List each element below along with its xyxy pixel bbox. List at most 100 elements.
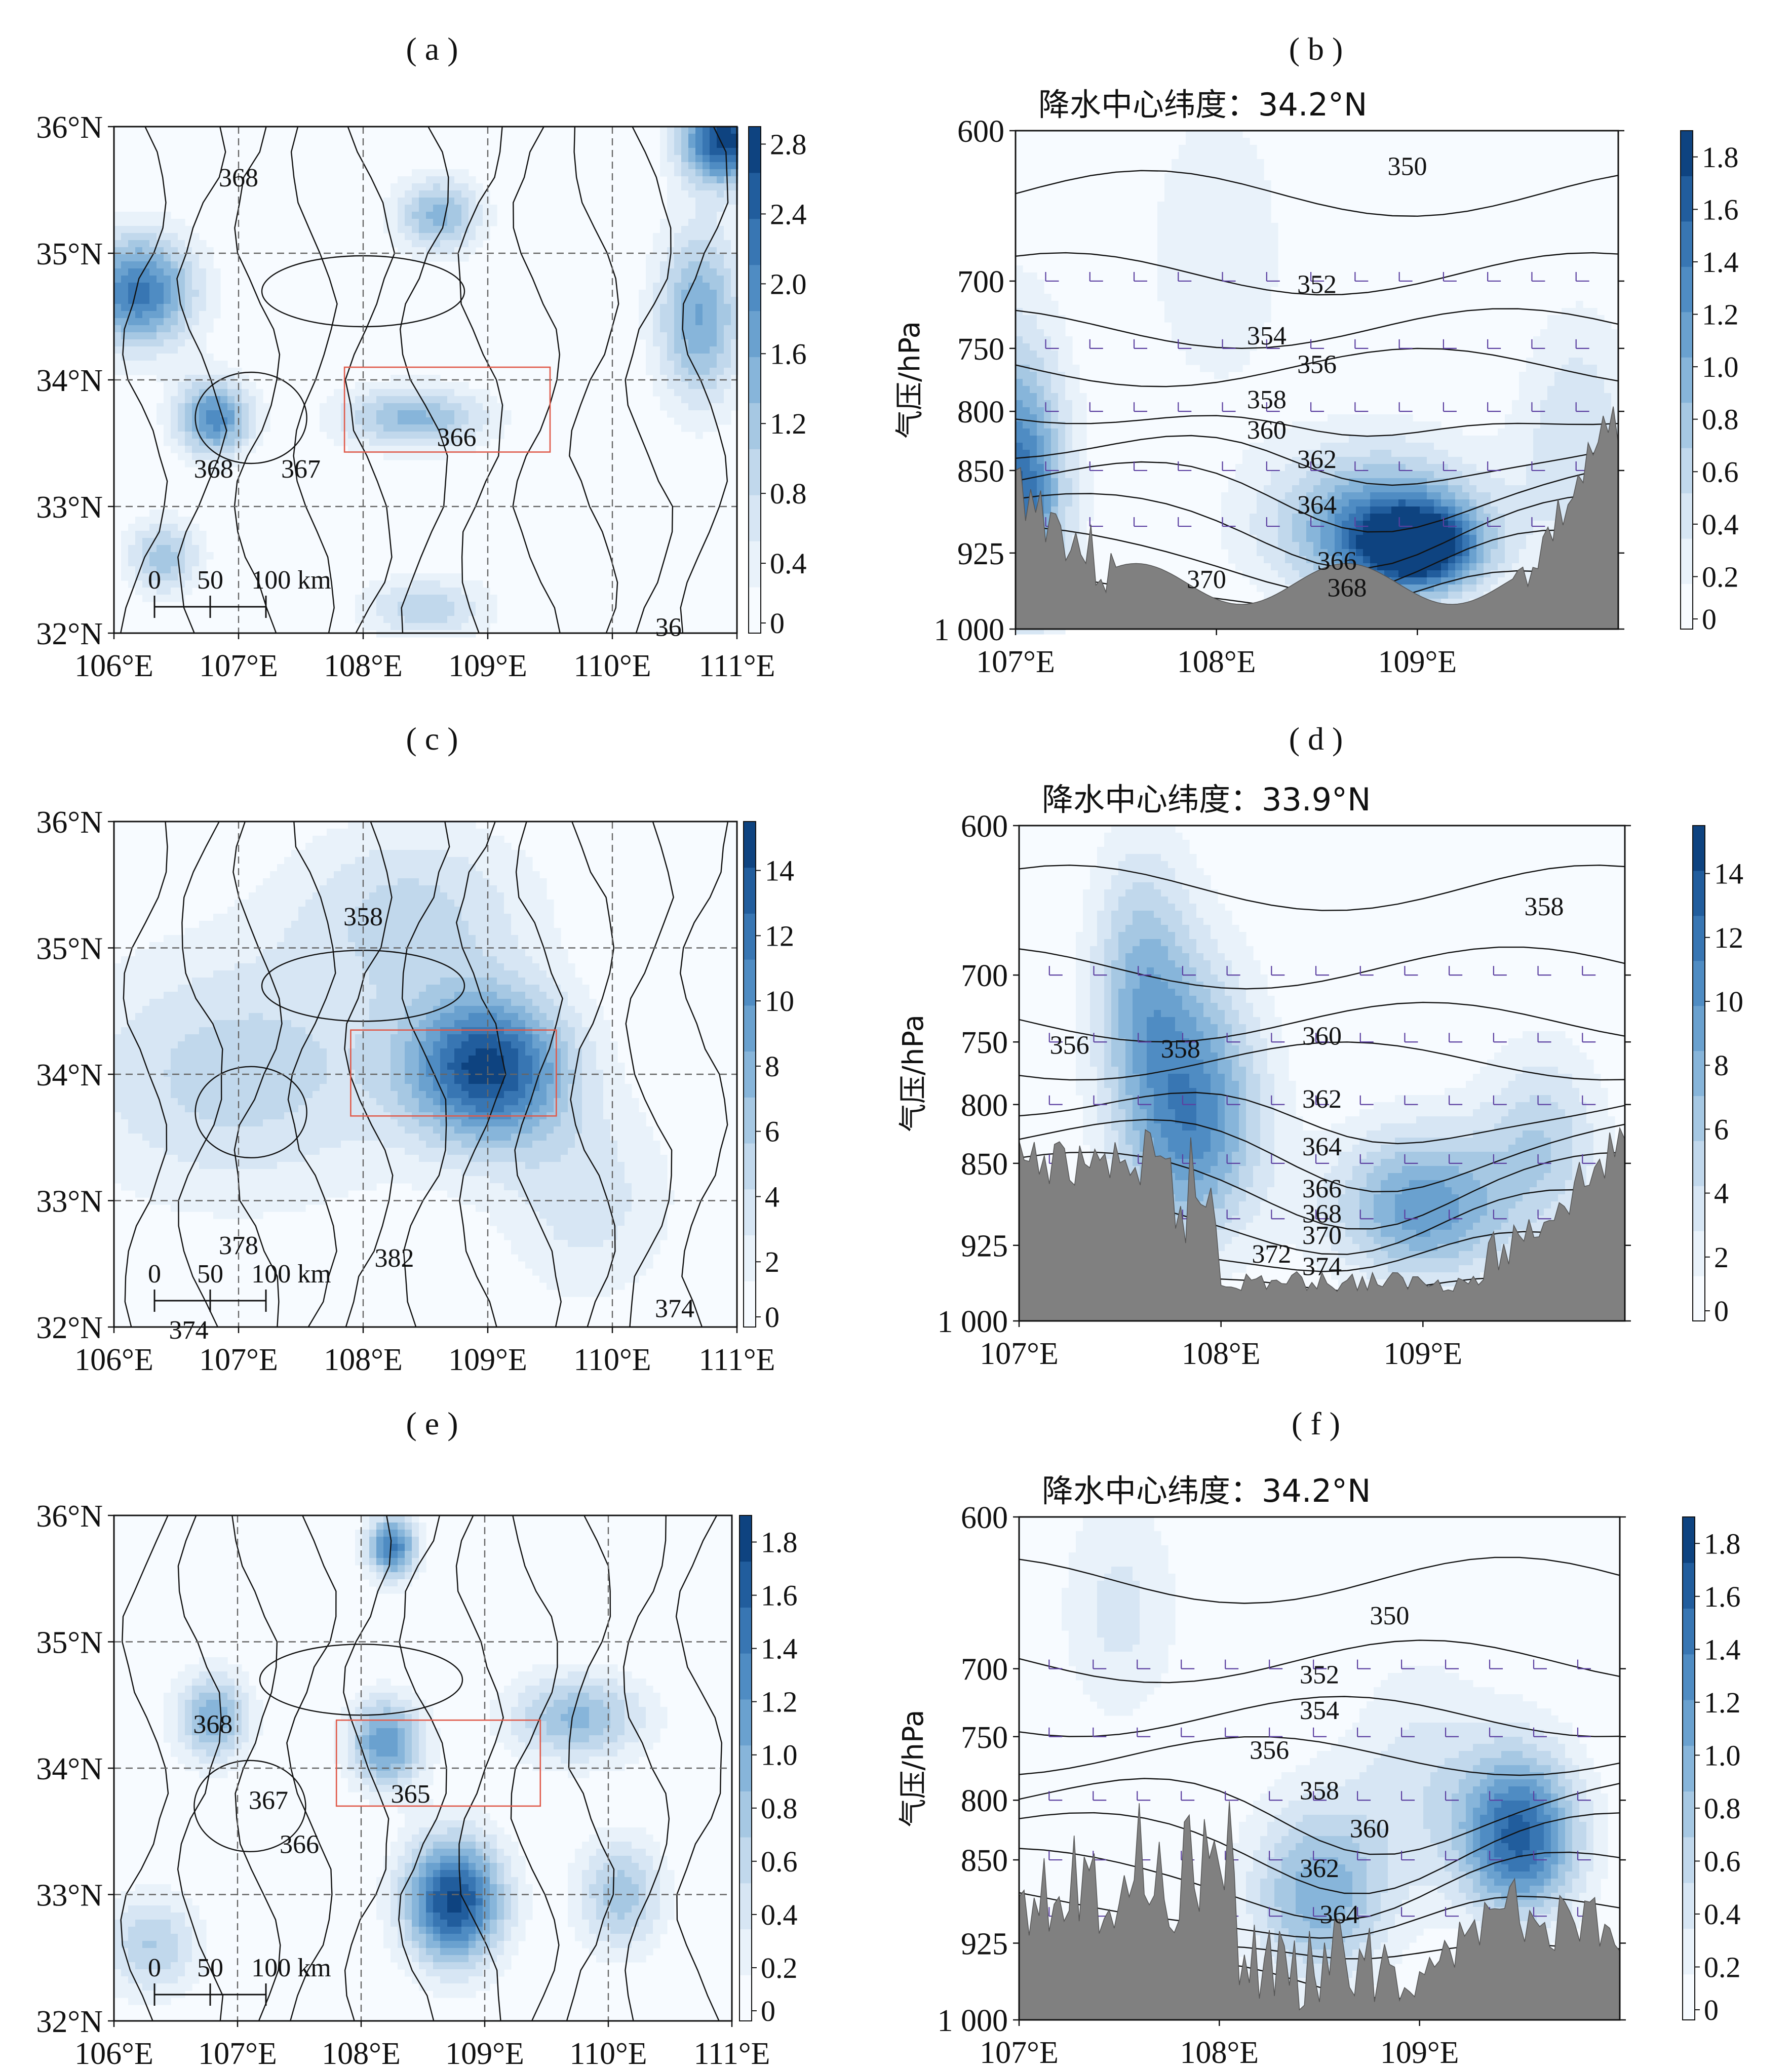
field-cell <box>688 254 696 262</box>
field-cell <box>1228 131 1236 138</box>
field-cell <box>1157 280 1165 287</box>
field-cell <box>1186 336 1193 344</box>
field-cell <box>1292 542 1300 550</box>
field-cell <box>1533 478 1541 486</box>
field-cell <box>1186 166 1193 174</box>
field-cell <box>490 424 497 432</box>
field-cell <box>674 410 682 418</box>
field-cell <box>646 290 653 297</box>
field-cell <box>447 183 455 191</box>
field-cell <box>1065 379 1073 386</box>
field-cell <box>1044 393 1051 401</box>
field-cell <box>334 843 341 850</box>
field-cell <box>1179 322 1186 330</box>
field-cell <box>376 892 384 900</box>
field-cell <box>1058 393 1066 401</box>
field-cell <box>1257 542 1264 550</box>
field-cell <box>653 325 660 333</box>
field-cell <box>1250 563 1257 571</box>
field-cell <box>1377 535 1385 542</box>
field-cell <box>688 134 696 141</box>
field-cell <box>1484 563 1491 571</box>
isentrope-contour <box>457 126 503 634</box>
field-cell <box>1455 457 1463 464</box>
field-cell <box>433 389 441 397</box>
field-cell <box>135 261 143 269</box>
field-cell <box>128 524 136 531</box>
field-cell <box>1611 336 1619 344</box>
field-cell <box>1044 294 1051 301</box>
field-cell <box>398 822 405 829</box>
field-cell <box>717 332 724 340</box>
field-cell <box>206 261 214 269</box>
field-cell <box>1164 272 1172 280</box>
field-cell <box>171 559 178 567</box>
field-cell <box>681 261 689 269</box>
field-cell <box>1271 265 1278 273</box>
field-cell <box>355 403 363 411</box>
field-cell <box>128 368 136 375</box>
field-cell <box>1363 542 1371 550</box>
field-cell <box>1299 549 1307 557</box>
field-cell <box>440 878 448 886</box>
field-cell <box>447 176 455 184</box>
field-cell <box>497 410 504 418</box>
field-cell <box>1186 187 1193 195</box>
field-cell <box>263 907 270 914</box>
field-cell <box>327 885 334 893</box>
field-cell <box>1058 350 1066 358</box>
field-cell <box>149 559 157 567</box>
field-cell <box>185 559 192 567</box>
field-cell <box>121 261 129 269</box>
field-cell <box>1221 166 1229 174</box>
field-cell <box>1250 528 1257 535</box>
colorbar-segment <box>1681 493 1693 539</box>
field-cell <box>128 346 136 354</box>
field-cell <box>1349 428 1356 436</box>
field-cell <box>1427 464 1434 472</box>
field-cell <box>1313 443 1321 450</box>
field-cell <box>284 857 292 865</box>
field-cell <box>1179 315 1186 323</box>
field-cell <box>433 190 441 198</box>
field-cell <box>1221 265 1229 273</box>
field-cell <box>1356 436 1364 443</box>
field-cell <box>469 226 476 233</box>
field-cell <box>1030 308 1037 316</box>
field-cell <box>206 928 214 935</box>
field-cell <box>1604 329 1612 337</box>
field-cell <box>710 276 717 283</box>
field-cell <box>1448 471 1456 479</box>
field-cell <box>305 850 313 857</box>
field-cell <box>1157 294 1165 301</box>
field-cell <box>270 885 278 893</box>
field-cell <box>1278 478 1285 486</box>
field-cell <box>1391 471 1399 479</box>
field-cell <box>369 389 377 397</box>
field-cell <box>681 368 689 375</box>
field-cell <box>355 602 363 609</box>
field-cell <box>320 843 327 850</box>
field-cell <box>277 878 285 886</box>
field-cell <box>1264 584 1271 592</box>
field-cell <box>1420 577 1427 585</box>
field-cell <box>412 219 419 226</box>
field-cell <box>1257 280 1264 287</box>
field-cell <box>688 368 696 375</box>
field-cell <box>1491 464 1498 472</box>
field-cell <box>1519 499 1527 507</box>
field-cell <box>412 829 419 836</box>
field-cell <box>1200 258 1207 266</box>
field-cell <box>391 205 398 212</box>
field-cell <box>440 205 448 212</box>
colorbar-tick-label-a: 2.0 <box>770 267 807 300</box>
field-cell <box>504 907 512 914</box>
field-cell <box>1242 173 1250 181</box>
field-cell <box>1505 457 1512 464</box>
field-cell <box>1207 138 1215 145</box>
field-cell <box>674 233 682 241</box>
field-cell <box>1569 428 1576 436</box>
field-cell <box>1221 187 1229 195</box>
field-cell <box>1264 457 1271 464</box>
field-cell <box>454 609 462 616</box>
